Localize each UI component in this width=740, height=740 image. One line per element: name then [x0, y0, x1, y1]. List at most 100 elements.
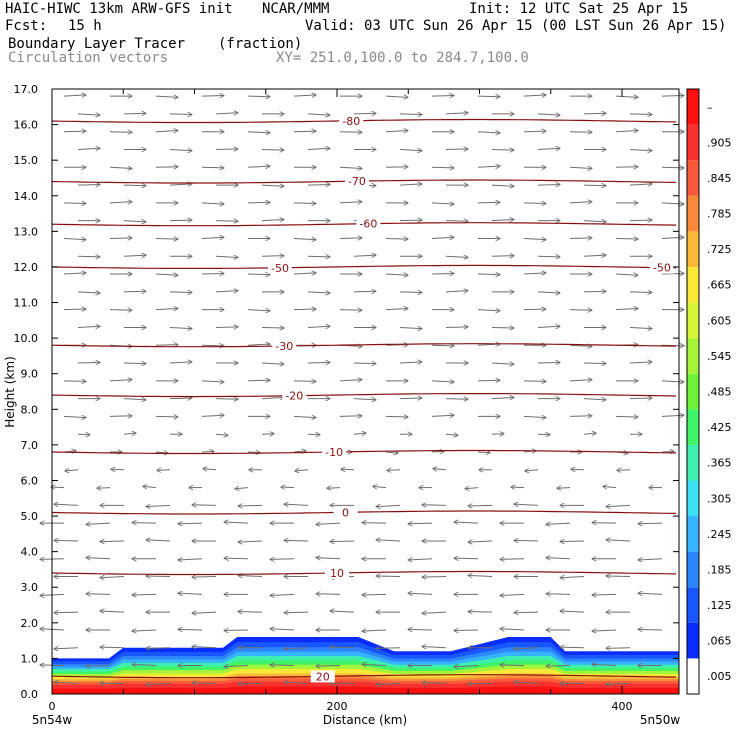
wind-vector	[445, 291, 468, 292]
wind-vector	[247, 452, 260, 453]
field-units: (fraction)	[218, 36, 303, 52]
wind-vector	[201, 203, 224, 204]
wind-vector	[617, 470, 631, 471]
colorbar-label: .605	[707, 314, 732, 327]
wind-vector	[238, 505, 263, 506]
wind-vector	[65, 470, 79, 471]
colorbar-label: .845	[707, 172, 732, 185]
wind-vector	[270, 629, 295, 630]
wind-vector	[261, 150, 284, 151]
colorbar-label: .305	[707, 492, 732, 505]
wind-vector	[63, 273, 86, 274]
wind-vector	[330, 611, 355, 612]
y-tick-label: 11.0	[14, 297, 39, 310]
colorbar-label: .005	[707, 670, 732, 683]
y-tick-label: 15.0	[14, 154, 39, 167]
wind-vector	[261, 363, 284, 364]
wind-vector	[215, 434, 228, 435]
wind-vector	[491, 434, 504, 435]
wind-vector	[399, 292, 422, 293]
wind-vector	[109, 380, 132, 381]
wind-vector	[109, 310, 132, 311]
wind-vector	[468, 575, 493, 576]
wind-vector	[431, 167, 454, 168]
colorbar-swatch	[687, 622, 699, 659]
wind-vector	[77, 326, 100, 327]
wind-vector	[615, 416, 638, 417]
wind-vector	[109, 416, 132, 417]
wind-vector	[638, 523, 663, 524]
forecast-label: Fcst:	[5, 18, 48, 34]
wind-vector	[224, 522, 249, 523]
wind-vector	[192, 577, 217, 578]
wind-vector	[51, 487, 65, 488]
wind-vector	[215, 399, 238, 400]
wind-vector	[215, 256, 238, 257]
wind-vector	[339, 167, 362, 168]
temperature-contour	[51, 393, 677, 398]
wind-vector	[362, 594, 387, 595]
wind-vector	[615, 167, 638, 168]
wind-vector	[525, 470, 539, 471]
colorbar-label: .065	[707, 635, 732, 648]
wind-vector	[477, 310, 500, 311]
wind-vector	[339, 310, 362, 311]
wind-vector	[123, 255, 146, 256]
wind-vector	[445, 113, 468, 114]
wind-vector	[261, 256, 284, 257]
contour-label: 20	[316, 670, 330, 683]
wind-vector	[54, 540, 79, 541]
wind-vector	[523, 203, 546, 204]
wind-vector	[123, 113, 146, 114]
wind-vector	[385, 238, 408, 239]
wind-vector	[238, 575, 263, 576]
wind-vector	[307, 292, 330, 293]
wind-vector	[307, 326, 330, 327]
wind-vector	[592, 630, 617, 631]
forecast-hour: 15 h	[68, 18, 102, 34]
colorbar-label: .665	[707, 279, 732, 292]
wind-vector	[143, 486, 157, 487]
wind-vector	[399, 220, 422, 221]
wind-vector	[261, 327, 284, 328]
wind-vector	[491, 185, 514, 186]
temperature-contour	[51, 118, 677, 124]
wind-vector	[477, 202, 500, 203]
x-tick-label: 400	[612, 700, 633, 713]
wind-vector	[327, 488, 341, 489]
wind-vector	[615, 274, 638, 275]
wind-vector	[399, 184, 422, 185]
wind-vector	[155, 416, 178, 417]
init-time: Init: 12 UTC Sat 25 Apr 15	[469, 1, 689, 17]
wind-vector	[629, 114, 652, 115]
y-tick-label: 3.0	[21, 581, 39, 594]
contour-label: -10	[325, 446, 343, 459]
wind-vector	[661, 273, 684, 274]
wind-vector	[615, 131, 638, 132]
contour-label-bg	[322, 446, 347, 459]
wind-vector	[341, 469, 355, 470]
wind-vector	[399, 327, 422, 328]
wind-vector	[201, 237, 224, 238]
wind-vector	[362, 664, 387, 665]
contour-label-bg	[282, 389, 307, 402]
wind-vector	[146, 576, 171, 577]
wind-vector	[86, 523, 111, 524]
wind-vector	[63, 238, 86, 239]
wind-vector	[454, 666, 479, 667]
wind-vector	[201, 381, 224, 382]
wind-vector	[339, 202, 362, 203]
wind-vector	[247, 132, 270, 133]
wind-vector	[583, 291, 606, 292]
wind-vector	[468, 612, 493, 613]
contour-label: -50	[653, 262, 671, 275]
y-tick-label: 17.0	[14, 83, 39, 96]
wind-vector	[281, 487, 295, 488]
y-tick-label: 7.0	[21, 439, 39, 452]
wind-vector	[445, 221, 468, 222]
wind-vector	[638, 559, 663, 560]
wind-vector	[615, 238, 638, 239]
wind-vector	[408, 593, 433, 594]
wind-vector	[491, 327, 514, 328]
